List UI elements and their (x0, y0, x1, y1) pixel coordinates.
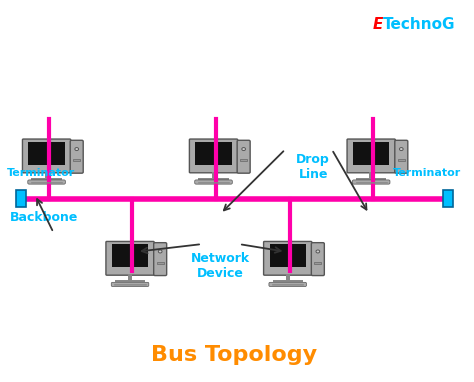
Text: E: E (373, 16, 383, 32)
FancyBboxPatch shape (195, 180, 232, 184)
Text: Network
Device: Network Device (191, 252, 250, 280)
Bar (353, 142, 389, 165)
Text: Terminator: Terminator (7, 168, 75, 178)
Bar (16, 190, 26, 207)
Bar (314, 262, 321, 264)
FancyBboxPatch shape (111, 282, 149, 286)
Bar (240, 159, 247, 161)
FancyBboxPatch shape (22, 139, 71, 173)
FancyBboxPatch shape (28, 180, 65, 184)
FancyBboxPatch shape (269, 282, 307, 286)
Text: Backbone: Backbone (10, 211, 78, 224)
Text: Terminator: Terminator (393, 168, 462, 178)
FancyBboxPatch shape (311, 243, 324, 275)
Bar (73, 159, 80, 161)
Bar (128, 274, 132, 280)
Circle shape (75, 147, 79, 151)
Text: TechnoG: TechnoG (383, 16, 455, 32)
Bar (398, 159, 405, 161)
Bar (115, 280, 145, 282)
Bar (31, 178, 62, 180)
FancyBboxPatch shape (352, 180, 390, 184)
Bar (199, 178, 228, 180)
Circle shape (158, 250, 162, 253)
Text: Bus Topology: Bus Topology (151, 345, 318, 366)
Circle shape (242, 147, 246, 151)
Bar (273, 280, 303, 282)
FancyBboxPatch shape (237, 140, 250, 173)
Bar (443, 190, 453, 207)
FancyBboxPatch shape (154, 243, 167, 275)
Bar (212, 172, 215, 178)
Bar (195, 142, 232, 165)
FancyBboxPatch shape (264, 241, 312, 275)
Bar (356, 178, 386, 180)
Text: Drop
Line: Drop Line (296, 153, 330, 181)
FancyBboxPatch shape (190, 139, 237, 173)
Bar (270, 244, 306, 267)
Bar (286, 274, 290, 280)
Bar (112, 244, 148, 267)
FancyBboxPatch shape (106, 241, 154, 275)
FancyBboxPatch shape (347, 139, 395, 173)
Bar (45, 172, 48, 178)
FancyBboxPatch shape (395, 140, 408, 173)
Bar (369, 172, 373, 178)
FancyBboxPatch shape (70, 140, 83, 173)
Bar (156, 262, 164, 264)
Circle shape (316, 250, 319, 253)
Circle shape (400, 147, 403, 151)
Bar (28, 142, 64, 165)
